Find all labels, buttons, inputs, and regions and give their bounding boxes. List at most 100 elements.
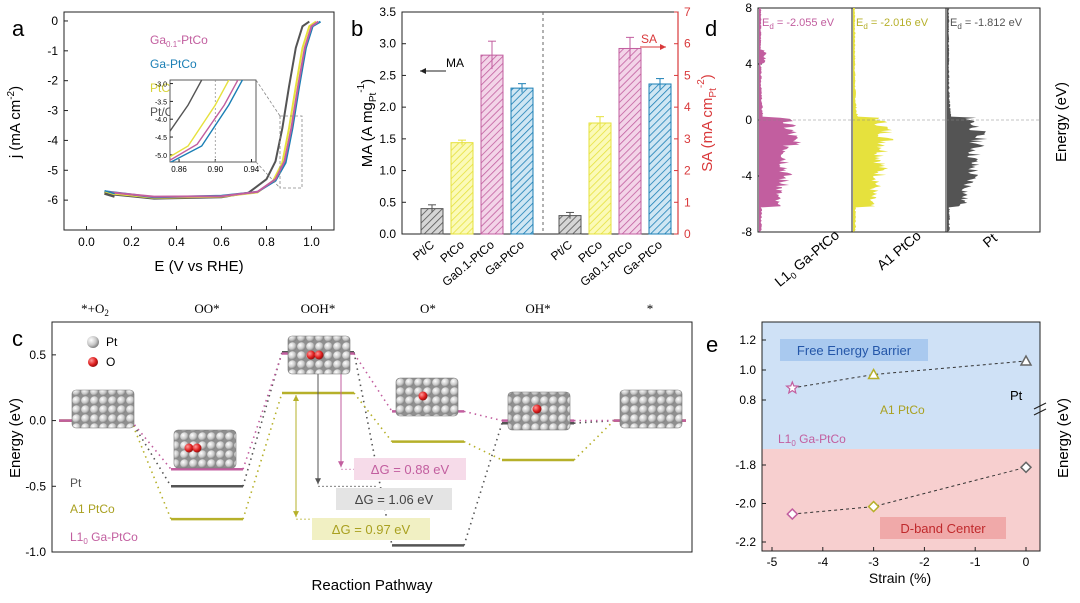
c-connector	[353, 353, 393, 412]
b-ytick-left-label: 2.5	[379, 68, 396, 82]
c-connector	[130, 420, 172, 487]
a-series-noise	[104, 189, 115, 196]
panel-c-ylabel: Energy (eV)	[7, 398, 24, 478]
b-ytick-right-label: 6	[684, 37, 691, 51]
d-ytick-label: -4	[741, 169, 752, 183]
b-ytick-right-label: 3	[684, 132, 691, 146]
e-ytick-top-label: 0.8	[739, 393, 756, 407]
b-category-label: Pt/C	[548, 237, 575, 263]
a-series-Ga0.1-PtCo	[104, 20, 319, 198]
b-bar-MA-PtCo	[450, 142, 474, 235]
b-ytick-left-label: 3.0	[379, 37, 396, 51]
dg-label-pt: ΔG = 1.06 eV	[355, 492, 434, 507]
c-slab-OO*	[173, 429, 237, 469]
panel-e-frame	[761, 321, 1041, 552]
dg-box-a1	[312, 518, 430, 540]
e-label-a1: A1 PtCo	[880, 403, 925, 417]
panel-a-ylabel: j (mA cm-2)	[6, 86, 24, 159]
d-ytick-label: -8	[741, 225, 752, 239]
b-ytick-right-label: 0	[684, 227, 691, 241]
e-trend-dband	[792, 466, 1027, 515]
panel-b-ylabel-right: SA (mA cmPt-2)	[696, 74, 719, 172]
c-step-label: OO*	[194, 301, 219, 316]
c-ytick-label: -1.0	[25, 545, 46, 559]
e-point-dband	[786, 508, 799, 521]
c-connector	[353, 392, 393, 443]
ed-label-ga-ptco: Ed = -2.055 eV	[762, 17, 835, 31]
zoom-region	[279, 115, 303, 189]
c-step-label: OH*	[525, 301, 550, 316]
panel-d-dos-chart: 8 4 0 -4 -8 Ed = -2.055 eV Ed = -2.016 eV Ed…	[741, 1, 1070, 291]
inset-xtick-label: 0.86	[171, 165, 187, 174]
panel-label-e: e	[706, 332, 718, 357]
b-bar-MA-Ga0.1-PtCo	[480, 54, 504, 235]
a-ytick-label: -5	[47, 163, 58, 177]
dg-label-a1: ΔG = 0.97 eV	[332, 522, 411, 537]
c-step-label: *+O2	[81, 301, 109, 318]
d-ytick-label: 0	[745, 113, 752, 127]
panel-label-b: b	[351, 16, 363, 41]
free-energy-label-box	[780, 339, 928, 361]
e-ytick-top-label: 1.2	[739, 333, 756, 347]
inset-ytick-label: -3.5	[155, 99, 167, 106]
e-axis-break	[1033, 402, 1047, 416]
c-connector	[463, 422, 503, 546]
panel-a-frame	[63, 11, 335, 231]
c-slab-*+O2	[71, 389, 135, 429]
a-ytick-label: -4	[47, 133, 58, 147]
a-ytick-label: -3	[47, 104, 58, 118]
e-point-free-energy	[867, 367, 880, 380]
e-label-l10: L10 Ga-PtCo	[778, 432, 846, 448]
sa-annotation: SA	[641, 32, 657, 46]
c-ytick-label: 0.5	[29, 348, 46, 362]
b-bar-SA-Ga-PtCo	[648, 83, 672, 235]
ma-annotation: MA	[446, 56, 464, 70]
a-xtick-label: 0.4	[168, 235, 185, 249]
panel-e-strain-chart: Free Energy Barrier D-band Center -5 -4 -3…	[735, 321, 1072, 586]
panel-a-lsv-chart: 0.0 0.2 0.4 0.6 0.8 1.0 0 -1 -2 -3 -4 -5 -6 Ga0.1-Pt…	[6, 11, 335, 275]
e-ytick-top-label: 1.0	[739, 363, 756, 377]
c-adsorbate-o	[184, 443, 194, 453]
b-ytick-left-label: 0.0	[379, 227, 396, 241]
panel-c-frame	[51, 321, 693, 553]
dg-label-ga-ptco: ΔG = 0.88 eV	[371, 462, 450, 477]
c-adsorbate-o	[306, 350, 316, 360]
legend-c-pt: Pt	[70, 476, 82, 490]
atom-legend-o: O	[106, 355, 115, 369]
legend-ga01-ptco: Ga0.1-PtCo	[150, 33, 208, 49]
c-connector	[242, 352, 283, 487]
e-xtick-label: -4	[817, 555, 828, 569]
c-adsorbate-o	[418, 391, 428, 401]
dos-label-ga-ptco: L10 Ga-PtCo	[771, 227, 843, 292]
c-connector	[242, 392, 283, 520]
legend-c-a1: A1 PtCo	[70, 502, 115, 516]
c-arrow-head	[293, 511, 299, 518]
dg-box-ga-ptco	[354, 458, 466, 480]
inset-ytick-label: -5.0	[155, 153, 167, 160]
panel-c-free-energy-diagram: 0.5 0.0 -0.5 -1.0 *+O2 OO* OOH* O* OH* * Pt O Pt…	[7, 301, 693, 594]
e-label-pt: Pt	[1010, 388, 1023, 403]
inset-xtick-label: 0.90	[207, 165, 223, 174]
e-point-dband	[867, 500, 880, 513]
inset-series-Ga0.1-PtCo	[170, 80, 239, 162]
b-ytick-right-label: 1	[684, 195, 691, 209]
c-connector	[463, 410, 503, 422]
inset-ytick-label: -3.0	[155, 82, 167, 89]
c-adsorbate-o	[192, 443, 202, 453]
panel-a-xlabel: E (V vs RHE)	[154, 258, 243, 275]
a-xtick-label: 0.6	[213, 235, 230, 249]
b-ytick-right-label: 4	[684, 100, 691, 114]
e-point-free-energy	[785, 380, 800, 395]
d-ytick-label: 8	[745, 1, 752, 15]
dos-label-pt: Pt	[980, 230, 1001, 251]
panel-e-ylabel: Energy (eV)	[1055, 398, 1072, 478]
e-xtick-label: -1	[970, 555, 981, 569]
b-ytick-right-label: 5	[684, 68, 691, 82]
b-bar-MA-Ga-PtCo	[510, 87, 534, 235]
c-adsorbate-o	[532, 404, 542, 414]
ed-label-pt: Ed = -1.812 eV	[950, 17, 1023, 31]
e-ytick-bottom-label: -1.8	[735, 458, 756, 472]
b-ytick-right-label: 7	[684, 5, 691, 19]
panel-b-ylabel-left: MA (A mgPt-1)	[356, 79, 379, 167]
